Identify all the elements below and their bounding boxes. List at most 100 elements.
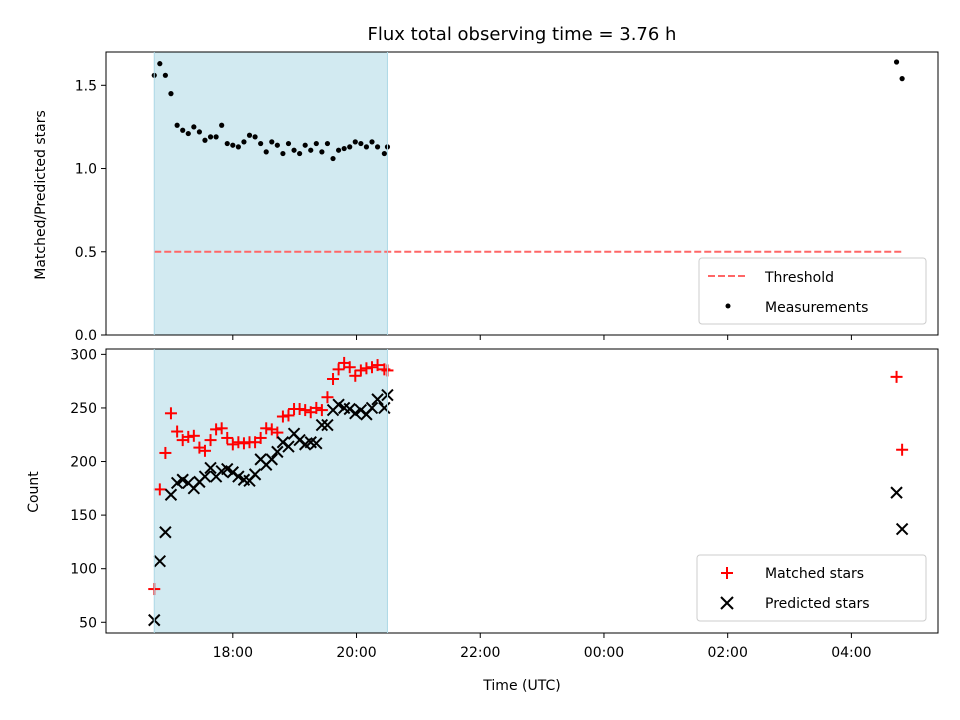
predicted-legend-swatch (720, 596, 734, 610)
measurement-point (347, 144, 353, 150)
x-b (176, 473, 189, 486)
x-b (232, 470, 245, 483)
measurement-point (263, 149, 269, 155)
measurement-point (358, 140, 364, 147)
measurement-point (191, 124, 197, 130)
measurement-point (246, 132, 253, 138)
x-b (153, 554, 167, 568)
matched-star-point (210, 423, 223, 436)
matched-legend-label: Matched stars (765, 566, 864, 582)
matched-star-point (371, 359, 384, 372)
x-b (221, 462, 234, 476)
bottom-axes-frame (105, 348, 939, 634)
matched-star-point (159, 446, 172, 459)
x-b (890, 486, 903, 499)
matched-star-point (187, 429, 200, 442)
matched-star-point (360, 362, 373, 375)
matched-star-point (896, 443, 909, 456)
matched-star-point (276, 410, 289, 423)
x-b (271, 445, 284, 459)
matched-star-point (343, 361, 356, 374)
predicted-star-point (170, 476, 184, 490)
measurement-point (374, 144, 381, 150)
matched-star-point (198, 444, 211, 457)
x-b (159, 526, 172, 539)
x-b (237, 473, 251, 486)
x-b (204, 461, 217, 475)
top-y-ticks: 0.0 0.5 1.0 1.5 (75, 78, 106, 344)
predicted-star-point (349, 407, 362, 420)
measurement-point (302, 142, 308, 148)
x-b (198, 470, 212, 483)
x-b (170, 476, 184, 490)
bottom-panel: 50 100 150 200 250 300 18:00 20:00 22:00 00:00 02… (26, 347, 939, 694)
x-b (310, 437, 323, 450)
measurement-point (174, 122, 180, 128)
predicted-star-point (198, 470, 212, 483)
matched-star-point (260, 422, 273, 435)
measurement-point (235, 144, 241, 150)
x-axis-label: Time (UTC) (482, 678, 560, 694)
y-tick-label: 200 (70, 455, 97, 471)
x-b (371, 393, 384, 406)
x-b (287, 427, 301, 440)
y-tick-label: 300 (70, 347, 97, 363)
matched-star-point (327, 373, 340, 386)
x-tick-label: 00:00 (584, 645, 624, 661)
measurements-legend-label: Measurements (765, 300, 868, 316)
x-tick-label: 20:00 (336, 645, 376, 661)
top-y-axis-label: Matched/Predicted stars (33, 110, 49, 280)
chart-title: Flux total observing time = 3.76 h (368, 24, 677, 45)
matched-star-point (204, 434, 217, 447)
x-b (164, 488, 178, 501)
bottom-legend-box (696, 554, 927, 622)
measurement-point (168, 91, 174, 97)
matched-star-point (254, 431, 267, 444)
top-panel: 0.0 0.5 1.0 1.5 Matched/Predicted stars Thr… (33, 51, 939, 344)
measurement-point (363, 144, 370, 150)
matched-star-point (221, 431, 234, 444)
predicted-star-point (204, 461, 217, 475)
predicted-star-point (221, 462, 234, 476)
matched-star-point (890, 370, 903, 383)
x-b (304, 436, 317, 449)
measurements-legend-swatch (725, 303, 731, 309)
matched-star-point (321, 391, 334, 404)
measurement-point (285, 140, 292, 147)
x-tick-label: 22:00 (460, 645, 500, 661)
measurement-point (313, 140, 319, 147)
measurement-point (202, 137, 208, 143)
top-axes-frame (105, 51, 939, 336)
x-b (265, 453, 278, 466)
predicted-star-point (271, 445, 284, 459)
observing-span-highlight (154, 52, 388, 335)
matched-star-point (293, 403, 306, 416)
bottom-y-axis-label: Count (26, 471, 42, 513)
predicted-star-point (365, 401, 379, 415)
x-b (378, 401, 391, 415)
x-b (349, 407, 362, 420)
predicted-star-point (153, 554, 167, 568)
matched-star-point (171, 425, 184, 438)
measurement-point (369, 139, 375, 145)
measurement-point (324, 140, 331, 147)
matched-star-point (237, 437, 250, 450)
measurement-point (893, 59, 900, 65)
predicted-star-point (895, 522, 909, 536)
matched-star-point (310, 401, 323, 414)
x-b (248, 468, 262, 481)
measurement-point (230, 142, 236, 148)
y-tick-label: 50 (79, 615, 97, 631)
measurement-point (308, 147, 314, 153)
predicted-star-point (248, 468, 262, 481)
y-tick-label: 0.0 (75, 328, 97, 344)
matched-star-point (182, 430, 195, 443)
threshold-legend-label: Threshold (764, 270, 834, 286)
predicted-star-point (176, 473, 189, 486)
y-tick-label: 150 (70, 508, 97, 524)
predicted-star-point (159, 526, 172, 539)
matched-star-point (332, 363, 345, 376)
matched-star-point (153, 483, 166, 496)
x-b (365, 401, 379, 415)
